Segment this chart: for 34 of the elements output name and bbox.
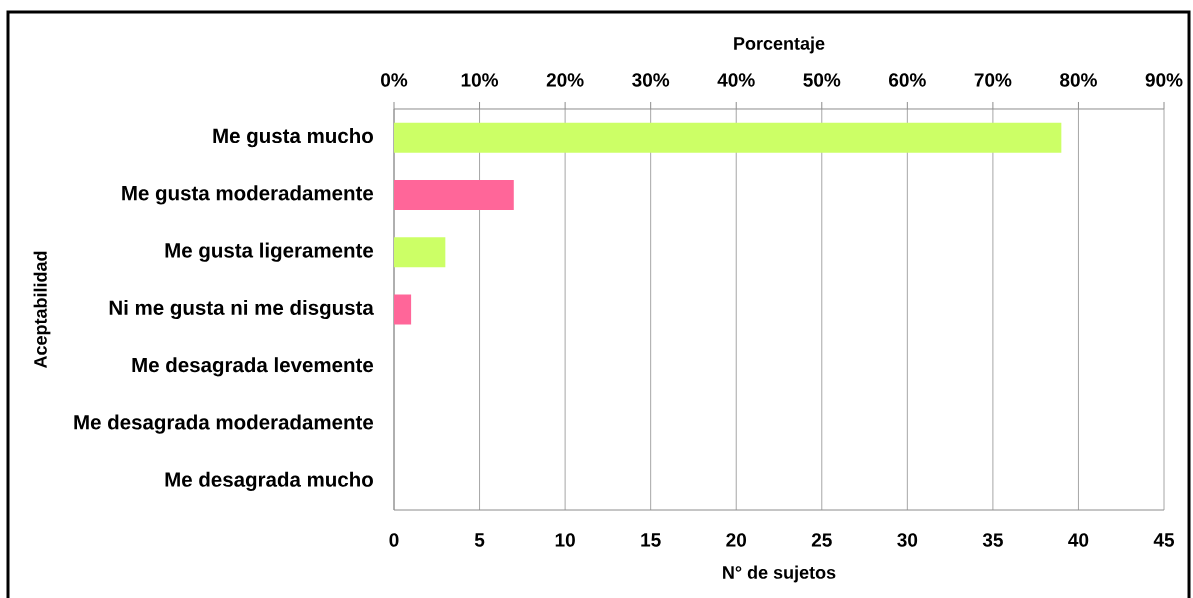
x-tick-label: 40 — [1068, 533, 1089, 547]
bar — [394, 122, 1062, 153]
bar — [394, 294, 412, 325]
x2-tick-label: 10% — [461, 73, 499, 87]
x2-tick-label: 70% — [974, 73, 1012, 87]
y-tick-label: Me gusta moderadamente — [122, 185, 374, 205]
y-tick-label: Me desagrada moderadamente — [74, 414, 374, 434]
y-tick-label: Me gusta mucho — [213, 128, 373, 148]
x2-tick-label: 50% — [803, 73, 841, 87]
x2-tick-label: 80% — [1060, 73, 1097, 87]
x2-tick-label: 40% — [717, 73, 755, 87]
bar — [394, 179, 514, 210]
x2-tick-label: 0% — [381, 73, 408, 87]
x-tick-label: 45 — [1153, 533, 1175, 547]
y-tick-label: Me gusta ligeramente — [165, 242, 374, 262]
x-tick-label: 5 — [474, 533, 485, 547]
y-tick-label: Me desagrada mucho — [165, 471, 373, 491]
y-tick-label: Ni me gusta ni me disgusta — [109, 299, 374, 320]
x2-tick-label: 60% — [889, 73, 926, 87]
x-tick-label: 30 — [897, 533, 918, 547]
x-tick-label: 15 — [641, 533, 661, 547]
x2-tick-label: 90% — [1145, 73, 1183, 87]
x-axis-title: N° de sujetos — [723, 565, 836, 583]
x2-axis-title: Porcentaje — [734, 36, 825, 54]
bar — [394, 237, 446, 268]
x-tick-label: 10 — [555, 533, 575, 547]
x-tick-label: 20 — [726, 533, 746, 547]
x2-tick-label: 30% — [632, 73, 670, 87]
x2-tick-label: 20% — [546, 73, 584, 87]
x-tick-label: 35 — [982, 533, 1003, 547]
y-axis-title: Aceptabilidad — [33, 251, 51, 369]
y-tick-label: Me desagrada levemente — [132, 357, 374, 377]
x-tick-label: 0 — [389, 533, 399, 547]
x-tick-label: 25 — [811, 533, 832, 547]
